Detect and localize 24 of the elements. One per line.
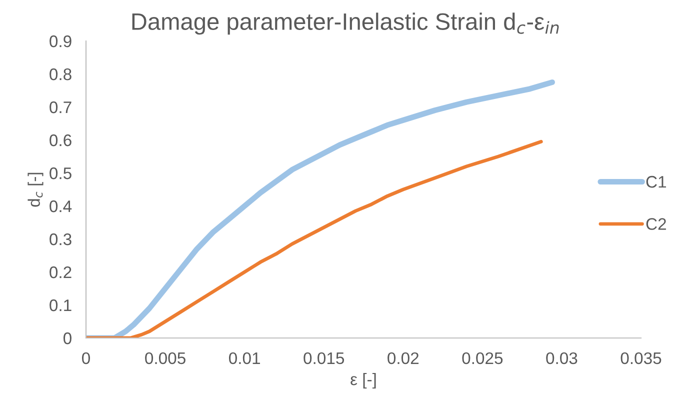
legend-label: C2: [646, 218, 666, 230]
x-tick-label: 0: [82, 352, 90, 364]
line-series: [86, 140, 543, 338]
x-axis-title: ε [-]: [350, 372, 376, 389]
x-tick-label: 0.035: [620, 352, 662, 364]
y-tick-label: 0.8: [50, 68, 72, 80]
y-tick-label: 0.4: [50, 200, 72, 212]
x-tick-label: 0.005: [145, 352, 186, 364]
x-tick-label: 0.03: [546, 352, 578, 364]
y-tick-label: 0: [63, 332, 72, 344]
y-tick-label: 0.1: [50, 299, 72, 312]
x-tick-label: 0.01: [229, 352, 260, 364]
chart-title: Damage parameter-Inelastic Strain d$_{c}$-ε$_{in}$: [132, 12, 559, 35]
x-tick-label: 0.025: [462, 352, 503, 364]
legend-label: C1: [646, 176, 666, 188]
y-tick-label: 0.3: [50, 233, 72, 246]
y-tick-label: 0.2: [50, 266, 72, 278]
y-tick-label: 0.6: [50, 134, 72, 146]
y-tick-label: 0.9: [50, 35, 72, 48]
x-tick-label: 0.015: [304, 352, 344, 364]
x-tick-label: 0.02: [388, 352, 419, 364]
y-axis-title: d$_{c}$ [-]: [28, 172, 44, 207]
y-tick-label: 0.5: [50, 167, 72, 180]
y-tick-label: 0.7: [50, 101, 72, 114]
